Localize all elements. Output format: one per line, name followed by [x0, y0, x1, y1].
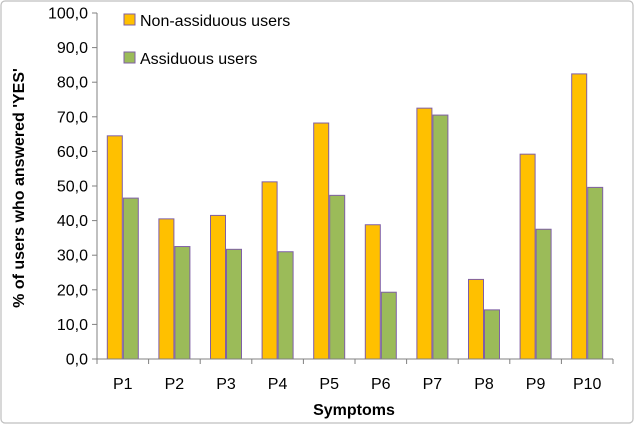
y-tick-label: 100,0	[48, 6, 88, 23]
y-tick-label: 30,0	[57, 248, 88, 265]
legend: Non-assiduous users Assiduous users	[123, 13, 290, 68]
bar-assiduous	[432, 114, 449, 360]
bar-assiduous	[329, 194, 346, 360]
x-tick-label: P8	[474, 376, 494, 393]
bar-assiduous	[226, 248, 242, 360]
legend-label-non-assiduous: Non-assiduous users	[140, 13, 290, 30]
bar-non-assiduous	[571, 73, 588, 360]
bar-assiduous	[277, 251, 294, 360]
x-tick-label: P6	[371, 376, 391, 393]
x-tick-label: P3	[216, 376, 236, 393]
y-tick-label: 90,0	[57, 40, 88, 57]
x-tick-label: P7	[423, 376, 443, 393]
bar-assiduous	[380, 291, 397, 360]
bar-non-assiduous	[106, 135, 123, 360]
bar-non-assiduous	[416, 107, 433, 360]
bar-assiduous	[174, 246, 191, 360]
y-tick-label: 60,0	[57, 144, 88, 161]
bar-non-assiduous	[210, 214, 226, 360]
y-tick-label: 70,0	[57, 109, 88, 126]
x-tick-label: P4	[268, 376, 288, 393]
bar-non-assiduous	[364, 224, 381, 360]
x-tick-label: P1	[113, 376, 133, 393]
y-axis-title: % of users who answered 'YES'	[11, 68, 28, 308]
x-axis-ticks: P1 P2 P3 P4 P5 P6 P7 P8 P9 P10	[96, 359, 614, 393]
bar-non-assiduous	[158, 218, 175, 360]
y-axis-ticks: 0,0 10,0 20,0 30,0 40,0 50,0 60,0 70,0 80,0 90,0 1…	[48, 6, 97, 369]
bar-non-assiduous	[313, 122, 330, 360]
y-tick-label: 80,0	[57, 75, 88, 92]
y-tick-label: 40,0	[57, 213, 88, 230]
y-tick-label: 20,0	[57, 282, 88, 299]
bar-non-assiduous	[519, 153, 536, 360]
y-tick-label: 50,0	[57, 179, 88, 196]
bar-non-assiduous	[261, 181, 278, 360]
bar-assiduous	[535, 228, 552, 360]
x-axis-title: Symptoms	[313, 402, 395, 419]
bar-assiduous	[122, 197, 139, 360]
legend-label-assiduous: Assiduous users	[140, 51, 257, 68]
bars	[106, 73, 604, 360]
x-tick-label: P2	[165, 376, 185, 393]
legend-swatch-non-assiduous	[123, 13, 136, 26]
x-tick-label: P10	[573, 376, 602, 393]
bar-assiduous	[484, 309, 500, 360]
y-tick-label: 10,0	[57, 317, 88, 334]
y-tick-label: 0,0	[66, 352, 88, 369]
legend-swatch-assiduous	[123, 51, 136, 64]
bar-assiduous	[587, 186, 604, 360]
x-tick-label: P9	[526, 376, 546, 393]
bar-non-assiduous	[468, 278, 484, 360]
x-tick-label: P5	[319, 376, 339, 393]
